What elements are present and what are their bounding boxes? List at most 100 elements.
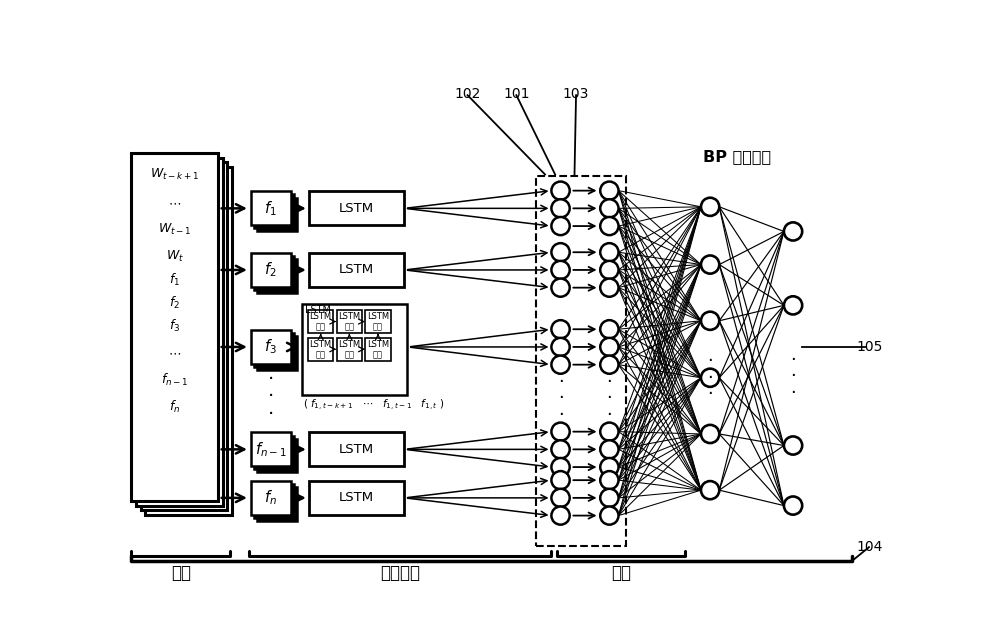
Text: $f_1$: $f_1$ xyxy=(169,272,180,288)
Bar xyxy=(254,484,294,518)
Circle shape xyxy=(600,181,619,200)
Text: $f_2$: $f_2$ xyxy=(169,295,180,311)
Bar xyxy=(254,436,294,470)
Circle shape xyxy=(551,355,570,374)
Bar xyxy=(337,337,362,361)
Bar xyxy=(254,333,294,367)
Bar xyxy=(251,192,291,226)
Text: LSTM
单元: LSTM 单元 xyxy=(338,312,360,331)
Circle shape xyxy=(701,256,719,273)
Circle shape xyxy=(551,217,570,235)
Text: $f_{n-1}$: $f_{n-1}$ xyxy=(255,440,287,459)
Text: ·
·
·: · · · xyxy=(558,373,563,424)
Circle shape xyxy=(600,261,619,279)
Bar xyxy=(131,153,218,501)
Circle shape xyxy=(551,489,570,507)
Circle shape xyxy=(701,369,719,387)
Bar xyxy=(251,433,291,466)
Text: 决策: 决策 xyxy=(611,564,631,582)
Text: $f_3$: $f_3$ xyxy=(169,318,180,334)
Circle shape xyxy=(551,261,570,279)
Bar xyxy=(308,310,333,333)
Text: ·
·
·: · · · xyxy=(707,352,713,403)
Text: ·
·
·: · · · xyxy=(268,370,274,424)
Text: 历史学习: 历史学习 xyxy=(380,564,420,582)
Text: 105: 105 xyxy=(857,340,883,354)
Text: $W_{t-k+1}$: $W_{t-k+1}$ xyxy=(150,167,199,182)
Bar xyxy=(365,337,391,361)
Circle shape xyxy=(600,355,619,374)
Text: $f_3$: $f_3$ xyxy=(264,337,277,357)
Bar xyxy=(309,253,404,287)
Text: LSTM
单元: LSTM 单元 xyxy=(338,339,360,359)
Bar xyxy=(309,192,404,226)
Circle shape xyxy=(600,217,619,235)
Circle shape xyxy=(551,458,570,476)
Circle shape xyxy=(600,471,619,489)
Text: BP 神经网络: BP 神经网络 xyxy=(703,150,771,164)
Circle shape xyxy=(551,440,570,458)
Text: 104: 104 xyxy=(857,540,883,554)
Circle shape xyxy=(701,312,719,330)
Text: $f_{n-1}$: $f_{n-1}$ xyxy=(161,372,188,388)
Text: LSTM: LSTM xyxy=(305,305,331,316)
Text: $W_{t-1}$: $W_{t-1}$ xyxy=(158,222,191,238)
Circle shape xyxy=(551,243,570,261)
Text: $W_t$: $W_t$ xyxy=(166,249,184,265)
Text: LSTM
单元: LSTM 单元 xyxy=(367,312,389,331)
Bar xyxy=(257,197,297,231)
Text: $f_1$: $f_1$ xyxy=(264,199,277,218)
Text: ·
·
·: · · · xyxy=(790,351,796,402)
Text: $\cdots$: $\cdots$ xyxy=(168,196,181,210)
Text: LSTM
单元: LSTM 单元 xyxy=(367,339,389,359)
Circle shape xyxy=(551,181,570,200)
Circle shape xyxy=(600,440,619,458)
Circle shape xyxy=(600,320,619,338)
Circle shape xyxy=(701,197,719,216)
Bar xyxy=(254,194,294,228)
Circle shape xyxy=(600,338,619,356)
Circle shape xyxy=(551,507,570,525)
Bar xyxy=(257,438,297,472)
Text: $f_n$: $f_n$ xyxy=(169,399,180,415)
Text: LSTM: LSTM xyxy=(339,202,374,215)
Bar xyxy=(251,330,291,364)
Circle shape xyxy=(551,320,570,338)
Circle shape xyxy=(784,222,802,240)
Bar xyxy=(309,481,404,515)
Circle shape xyxy=(701,481,719,499)
Text: 输入: 输入 xyxy=(171,564,191,582)
Bar xyxy=(536,176,626,546)
Circle shape xyxy=(600,199,619,217)
Text: $f_2$: $f_2$ xyxy=(264,261,277,279)
Bar xyxy=(257,259,297,293)
Circle shape xyxy=(784,497,802,514)
Text: LSTM: LSTM xyxy=(339,491,374,504)
Text: ( $f_{1,t-k+1}$   $\cdots$   $f_{1,t-1}$   $f_{1,t}$ ): ( $f_{1,t-k+1}$ $\cdots$ $f_{1,t-1}$ $f_… xyxy=(303,397,445,413)
Bar xyxy=(254,256,294,290)
Circle shape xyxy=(600,507,619,525)
Text: $f_n$: $f_n$ xyxy=(264,489,277,507)
Bar xyxy=(251,253,291,287)
Text: ·
·
·: · · · xyxy=(606,373,612,424)
Text: LSTM
单元: LSTM 单元 xyxy=(310,339,332,359)
Circle shape xyxy=(551,422,570,441)
Circle shape xyxy=(600,422,619,441)
Circle shape xyxy=(551,338,570,356)
Text: 103: 103 xyxy=(563,88,589,102)
Bar xyxy=(257,487,297,521)
Text: 102: 102 xyxy=(454,88,481,102)
Bar xyxy=(302,304,407,395)
Text: LSTM
单元: LSTM 单元 xyxy=(310,312,332,331)
Circle shape xyxy=(784,436,802,454)
Bar xyxy=(308,337,333,361)
Circle shape xyxy=(600,458,619,476)
Text: $\cdots$: $\cdots$ xyxy=(168,346,181,360)
Circle shape xyxy=(551,471,570,489)
Bar xyxy=(309,433,404,466)
Bar xyxy=(140,162,227,510)
Circle shape xyxy=(600,279,619,296)
Circle shape xyxy=(784,296,802,314)
Circle shape xyxy=(600,243,619,261)
Text: 101: 101 xyxy=(503,88,530,102)
